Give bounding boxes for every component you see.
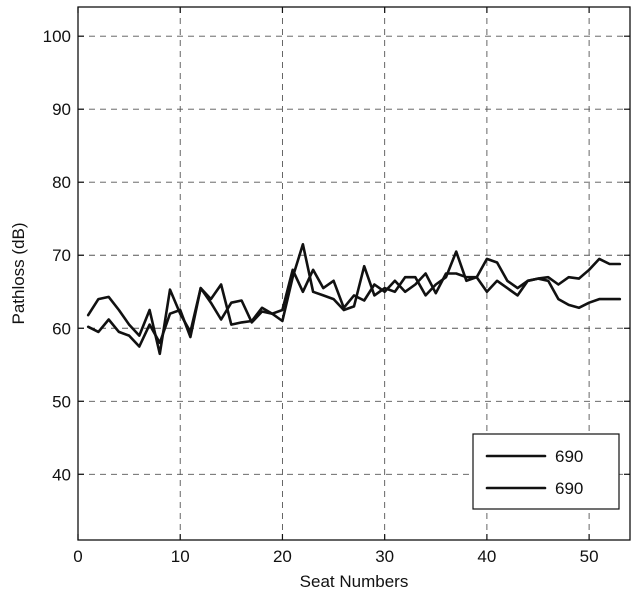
grid-lines: [78, 7, 630, 540]
x-tick-label-5: 50: [580, 547, 599, 566]
y-tick-label-5: 90: [52, 100, 71, 119]
series-lines: [86, 243, 622, 356]
x-tick-label-1: 10: [171, 547, 190, 566]
x-axis-label: Seat Numbers: [300, 572, 409, 591]
y-tick-label-6: 100: [43, 27, 71, 46]
legend-label-series-1: 690: [555, 447, 583, 466]
series-line-1: [86, 243, 622, 356]
y-tick-label-3: 70: [52, 246, 71, 265]
y-tick-label-0: 40: [52, 465, 71, 484]
y-axis-ticks: 40 50 60 70 80 90 100: [43, 27, 630, 484]
y-axis-label: Pathloss (dB): [9, 222, 28, 324]
legend-box: [472, 433, 620, 510]
legend: 690 690: [472, 433, 620, 510]
plot-frame: [77, 6, 631, 541]
x-tick-label-2: 20: [273, 547, 292, 566]
x-tick-label-4: 40: [477, 547, 496, 566]
y-tick-label-1: 50: [52, 392, 71, 411]
y-tick-label-4: 80: [52, 173, 71, 192]
x-axis-ticks: 0 10 20 30 40 50: [73, 7, 599, 566]
x-tick-label-0: 0: [73, 547, 82, 566]
series-line-2: [86, 257, 622, 348]
legend-label-series-2: 690: [555, 479, 583, 498]
x-tick-label-3: 30: [375, 547, 394, 566]
y-tick-label-2: 60: [52, 319, 71, 338]
